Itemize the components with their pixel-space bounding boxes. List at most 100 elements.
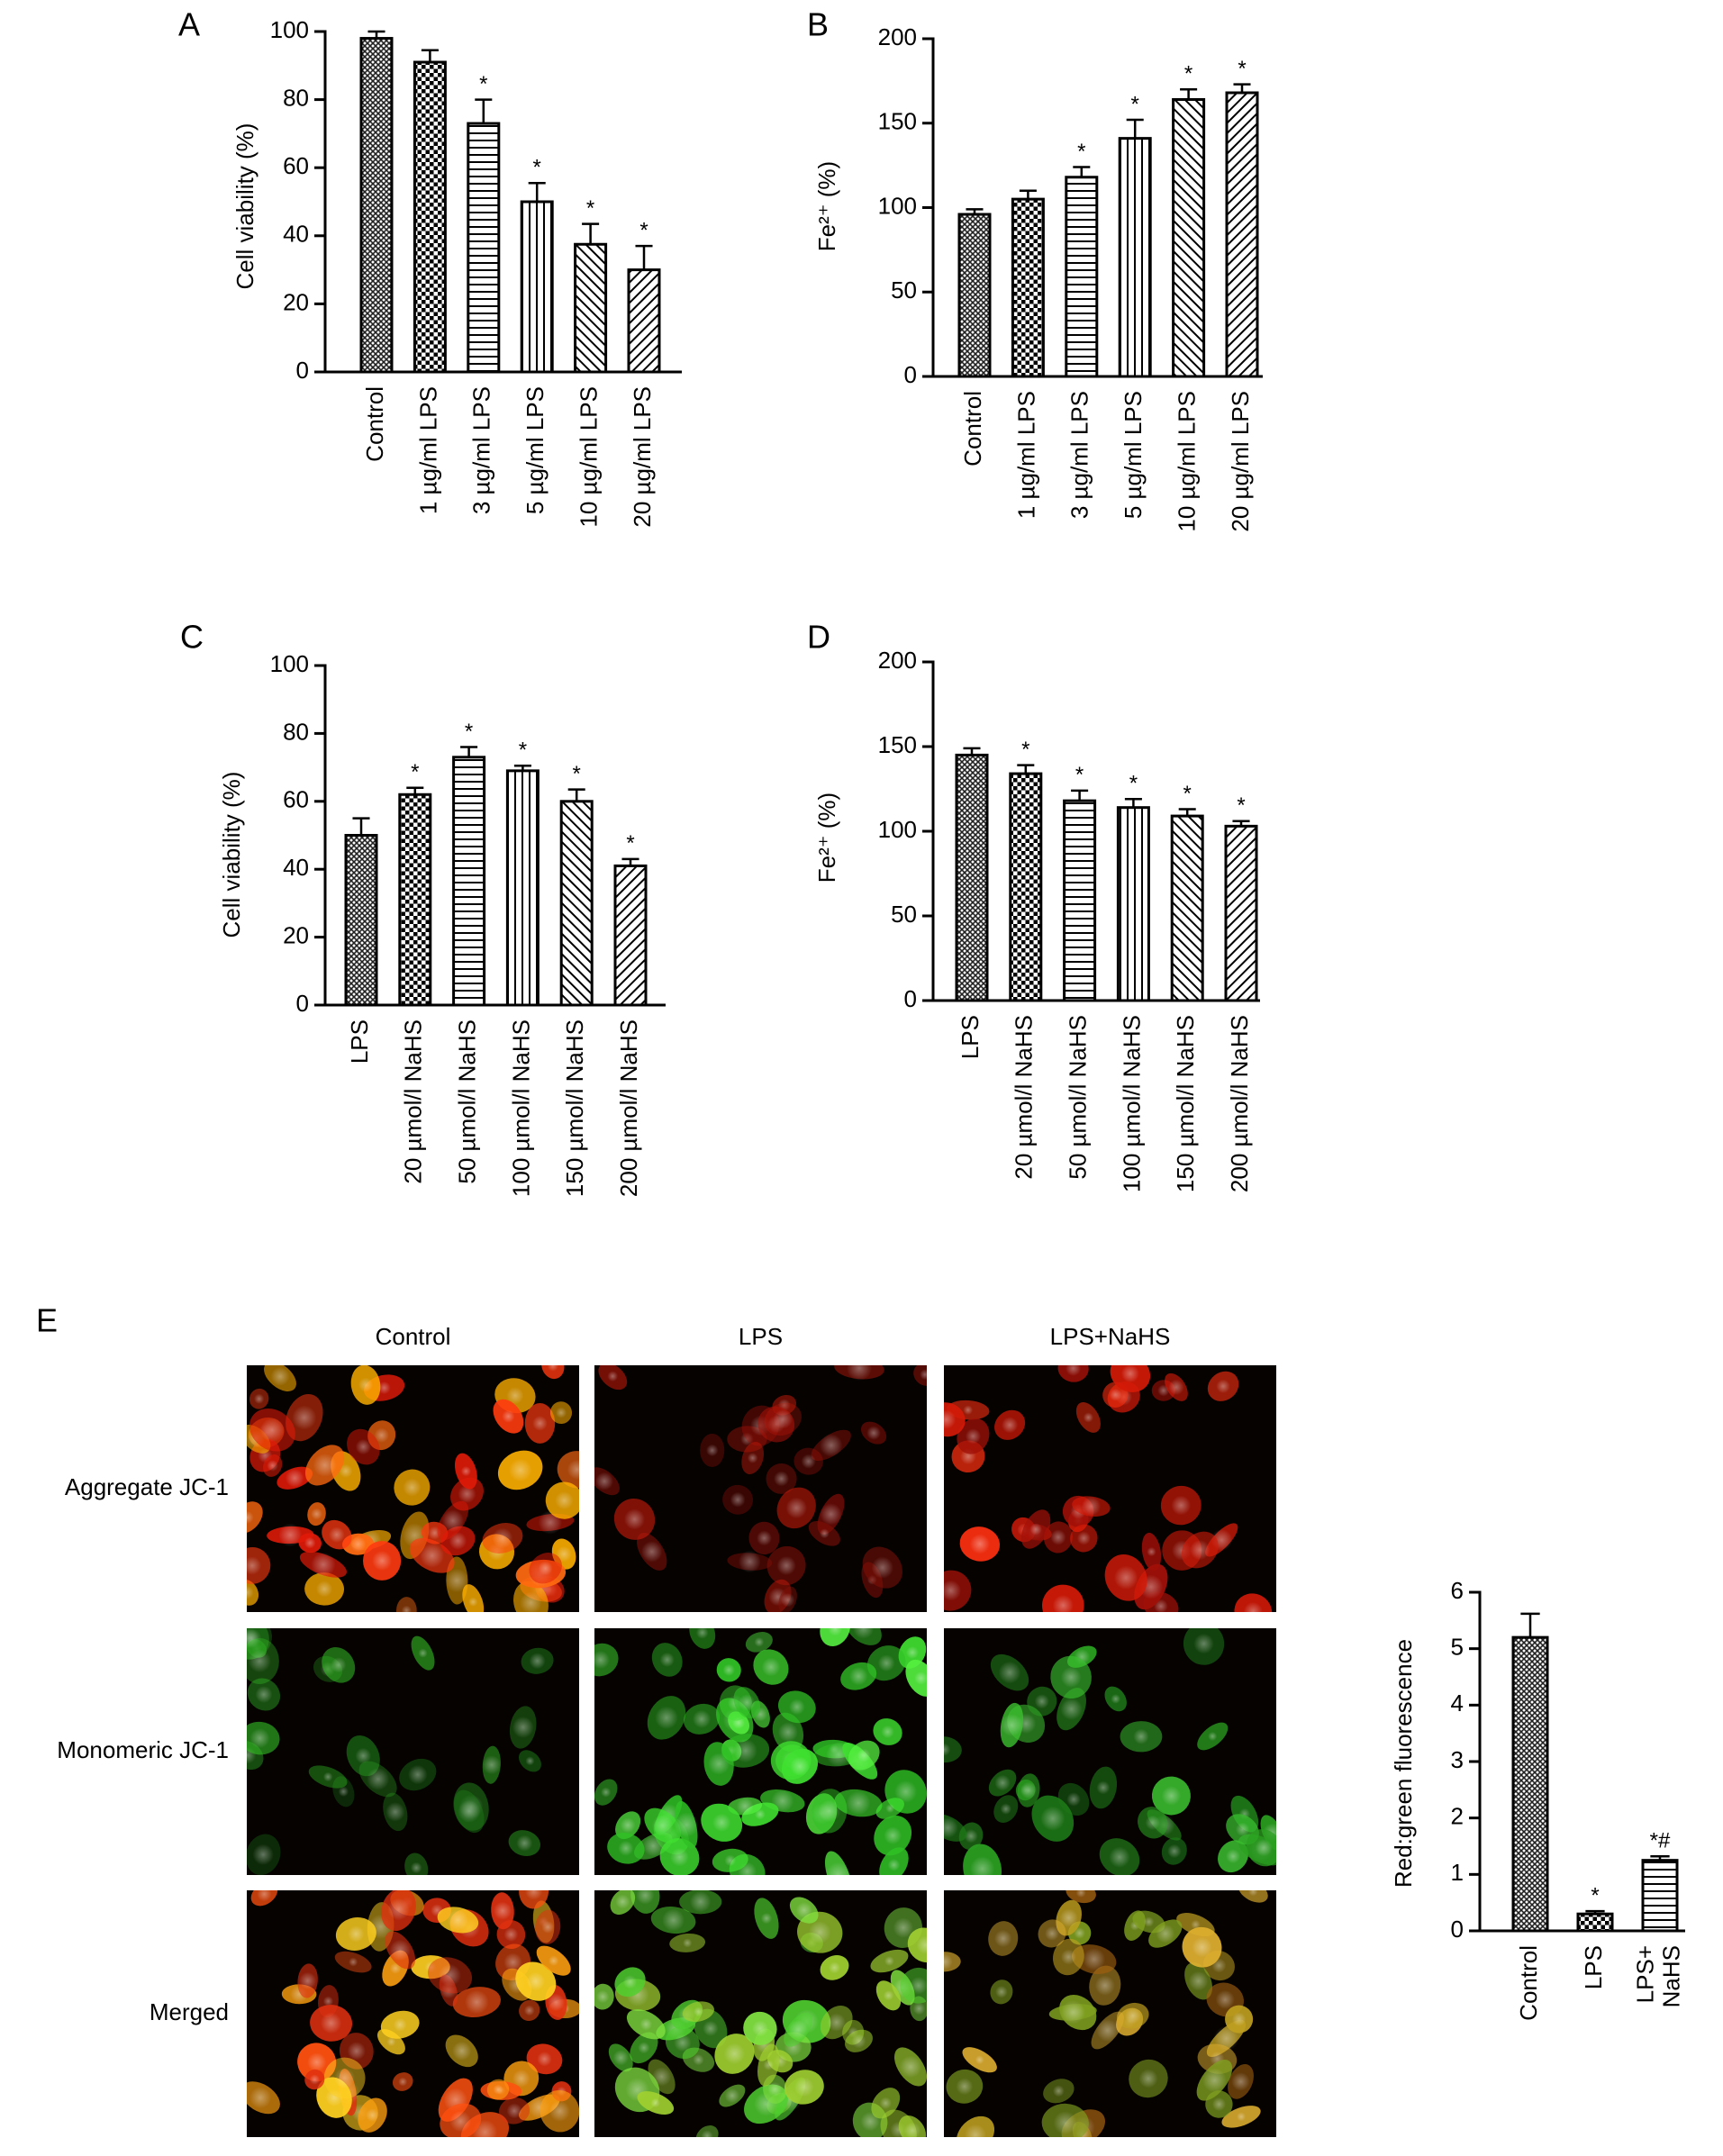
cell-nucleus xyxy=(620,1817,636,1834)
cell-nucleus xyxy=(506,1387,524,1405)
cell-nucleus xyxy=(674,2034,692,2052)
cell xyxy=(824,1851,852,1875)
cell-nucleus xyxy=(693,2053,704,2066)
x-tick-label: 5 µg/ml LPS xyxy=(521,386,549,514)
cell-nucleus xyxy=(387,1898,410,1921)
cell-nucleus xyxy=(523,2005,535,2016)
cell-nucleus xyxy=(311,1508,323,1520)
cell-nucleus xyxy=(339,1463,353,1479)
cell-nucleus xyxy=(724,2088,740,2104)
significance-label: * xyxy=(1183,782,1192,806)
cell-nucleus xyxy=(795,1902,812,1919)
cell-nucleus xyxy=(819,1434,843,1457)
cell-nucleus xyxy=(445,1568,469,1593)
x-tick-label: LPS+NaHS xyxy=(1632,1945,1685,2007)
cell-nucleus xyxy=(877,1654,895,1672)
cell-nucleus xyxy=(767,2081,783,2097)
significance-label: * xyxy=(573,762,581,786)
cell-nucleus xyxy=(1202,2068,1227,2093)
cell-nucleus xyxy=(701,2130,713,2137)
cell-nucleus xyxy=(355,1747,372,1764)
cell-nucleus xyxy=(965,1428,982,1445)
bar xyxy=(505,769,540,1007)
cell-nucleus xyxy=(944,1580,962,1601)
cell-nucleus xyxy=(299,1971,317,1990)
cell-nucleus xyxy=(1034,1694,1049,1709)
cell-nucleus xyxy=(1052,1594,1074,1612)
cell-nucleus xyxy=(424,1961,437,1973)
column-header: LPS+NaHS xyxy=(1050,1323,1171,1350)
cell-nucleus xyxy=(372,1551,393,1571)
significance-label: * xyxy=(411,760,419,784)
cell-nucleus xyxy=(267,1460,279,1472)
cell-nucleus xyxy=(1060,2000,1085,2025)
cell-nucleus xyxy=(441,1509,465,1532)
cells xyxy=(944,1890,1268,2137)
y-tick-label: 2 xyxy=(1451,1803,1464,1830)
bar xyxy=(1063,799,1097,1002)
cell-nucleus xyxy=(903,2122,921,2137)
cell-nucleus xyxy=(407,1764,428,1785)
cell-nucleus xyxy=(594,1651,610,1670)
cell-nucleus xyxy=(722,1663,736,1677)
micrograph xyxy=(594,1365,927,1612)
bar xyxy=(1116,806,1150,1002)
cell-nucleus xyxy=(458,1799,481,1823)
cell-nucleus xyxy=(447,1909,468,1931)
cell-nucleus xyxy=(1167,1843,1182,1859)
cell-nucleus xyxy=(328,1526,345,1544)
cell-nucleus xyxy=(640,1541,663,1563)
significance-label: * xyxy=(479,72,487,96)
cell-nucleus xyxy=(1216,1379,1230,1394)
cell-nucleus xyxy=(774,1471,790,1487)
micrograph xyxy=(944,1890,1276,2137)
cells xyxy=(594,1628,927,1875)
cell-nucleus xyxy=(695,1628,709,1639)
cell-nucleus xyxy=(347,2042,366,2061)
significance-label: * xyxy=(639,218,648,242)
cell-nucleus xyxy=(410,1862,422,1874)
cell-nucleus xyxy=(659,1652,675,1668)
cell-nucleus xyxy=(1109,1846,1130,1868)
cell-nucleus xyxy=(789,1699,805,1716)
cell-nucleus xyxy=(377,1381,391,1395)
cell-nucleus xyxy=(866,1426,881,1440)
cell-nucleus xyxy=(547,1993,566,2012)
cell-nucleus xyxy=(1066,1365,1082,1376)
cells xyxy=(247,1628,554,1875)
cell-nucleus xyxy=(508,1458,532,1482)
y-tick-label: 40 xyxy=(283,221,309,248)
cell-nucleus xyxy=(349,1535,367,1553)
cell-nucleus xyxy=(887,1858,901,1871)
cell-nucleus xyxy=(969,1534,991,1554)
cell-nucleus xyxy=(828,1628,843,1636)
y-tick-label: 150 xyxy=(878,731,917,758)
cell-nucleus xyxy=(259,1418,285,1443)
y-axis-label: Fe²⁺ (%) xyxy=(813,793,840,883)
significance-label: * xyxy=(1075,763,1084,787)
cell-nucleus xyxy=(1076,1531,1091,1545)
cell-nucleus xyxy=(420,1543,445,1568)
cell-nucleus xyxy=(1040,1806,1066,1831)
cell-nucleus xyxy=(1075,1890,1086,1898)
cell-nucleus xyxy=(773,1409,793,1429)
cell-nucleus xyxy=(827,2013,847,2032)
cell-nucleus xyxy=(1096,2018,1120,2043)
cell-nucleus xyxy=(1113,1565,1138,1590)
cell-nucleus xyxy=(607,1371,619,1382)
cell-nucleus xyxy=(884,1826,902,1845)
bar xyxy=(467,122,501,374)
bar xyxy=(955,753,989,1002)
significance-label: * xyxy=(1591,1883,1599,1907)
cell-nucleus xyxy=(1083,1947,1106,1971)
cell-nucleus xyxy=(1083,1412,1093,1423)
cell-nucleus xyxy=(944,1743,951,1756)
cell-nucleus xyxy=(349,1957,358,1967)
y-tick-label: 4 xyxy=(1451,1689,1464,1717)
cell-nucleus xyxy=(857,1748,871,1762)
cell-nucleus xyxy=(853,1628,875,1639)
x-tick-label: 10 µg/ml LPS xyxy=(1173,391,1200,532)
cell-nucleus xyxy=(881,1725,894,1739)
cell-nucleus xyxy=(482,1755,502,1775)
